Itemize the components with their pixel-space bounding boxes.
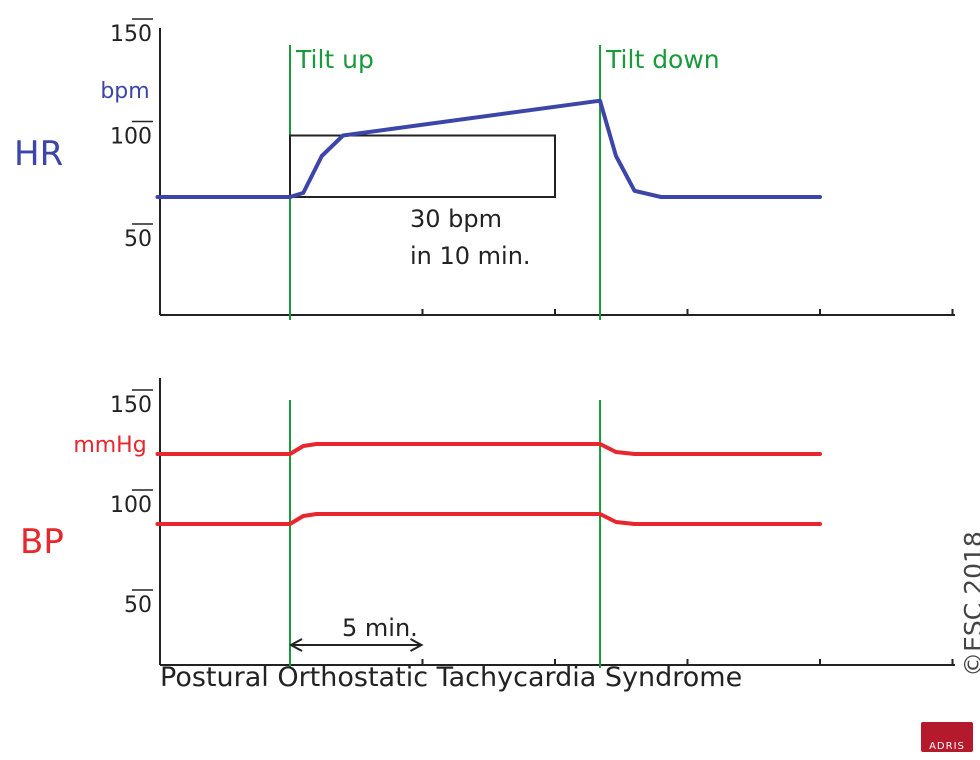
y-tick-label: 100: [110, 493, 152, 518]
logo-text: ADRIS: [929, 741, 965, 752]
hr-panel: 50 100 150 bpm HR Tilt up Tilt down 30 bpm in 10…: [14, 18, 955, 320]
figure-caption: Postural Orthostatic Tachycardia Syndrom…: [160, 662, 743, 693]
scale-bar-arrow-left: [288, 638, 303, 652]
y-tick-label: 150: [110, 393, 152, 418]
scale-bar-arrow-right: [410, 638, 424, 652]
annotation-text: in 10 min.: [410, 242, 531, 270]
y-unit-label: mmHg: [73, 433, 146, 458]
annotation-box: [289, 134, 556, 198]
event-label: Tilt down: [605, 45, 720, 74]
series-line-diastolic: [155, 512, 822, 526]
copyright-text: ©ESC 2018: [959, 531, 980, 677]
series-line-systolic: [155, 442, 822, 456]
y-tick-label: 50: [124, 593, 152, 618]
event-label: Tilt up: [295, 45, 374, 74]
bp-panel: 50 100 150 mmHg BP 5 min.: [20, 378, 955, 668]
y-tick-label: 100: [110, 125, 152, 150]
y-tick-label: 50: [124, 227, 152, 252]
y-unit-label: bpm: [100, 79, 149, 104]
annotation-text: 30 bpm: [410, 205, 502, 233]
panel-label: BP: [20, 522, 64, 562]
panel-label: HR: [14, 134, 63, 174]
y-tick-label: 150: [110, 22, 152, 47]
publisher-logo: ADRIS: [921, 722, 973, 752]
series-line-hr: [155, 98, 822, 199]
scale-bar-label: 5 min.: [342, 614, 418, 642]
